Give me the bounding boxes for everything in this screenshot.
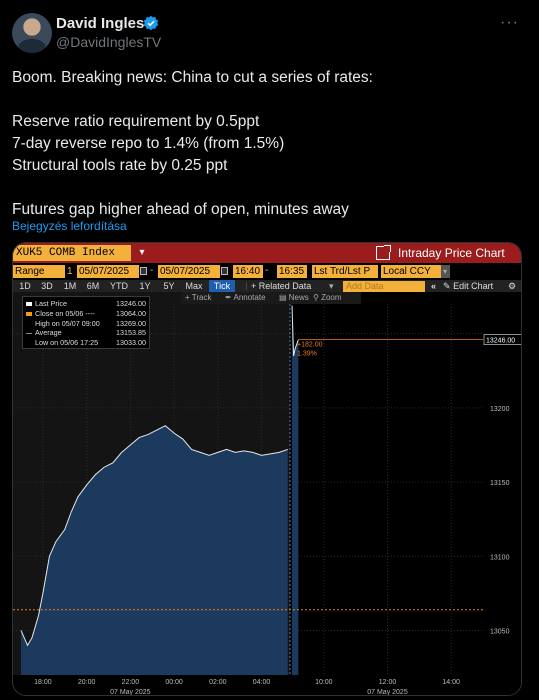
settings-gear-icon[interactable]: ⚙ xyxy=(508,281,517,291)
range-label: Range xyxy=(13,265,65,278)
y-tick-label: 13200 xyxy=(490,406,510,413)
period-ytd[interactable]: YTD xyxy=(110,281,128,291)
date-label: 07 May 2025 xyxy=(110,689,151,696)
price-chart[interactable]: +182.00 1.39% 13050 13100 13150 13200 13246.00… xyxy=(13,292,522,696)
x-tick-label: 20:00 xyxy=(78,679,96,686)
legend-row: Close on 05/06 ---- 13064.00 xyxy=(26,309,146,319)
translate-link[interactable]: Bejegyzés lefordítása xyxy=(12,219,127,233)
ticker-field[interactable]: XUK5 COMB Index xyxy=(13,245,131,261)
y-tick-label: 13100 xyxy=(490,554,510,561)
related-data-button[interactable]: + Related Data xyxy=(251,281,312,291)
range-count[interactable]: 1 xyxy=(65,265,75,278)
last-price-tag xyxy=(483,334,521,345)
last-price-tag-label: 13246.00 xyxy=(486,338,515,345)
price-line-open xyxy=(291,305,299,357)
x-tick-label: 00:00 xyxy=(165,679,183,686)
author-name[interactable]: David Ingles xyxy=(56,15,145,32)
x-tick-label: 14:00 xyxy=(442,679,460,686)
window-title: Intraday Price Chart xyxy=(398,246,505,260)
period-tick-label: Tick xyxy=(213,281,231,291)
ticker-dropdown-icon[interactable]: ▾ xyxy=(139,247,145,258)
chart-legend: Last Price 13246.00 Close on 05/06 ---- 13… xyxy=(22,296,150,349)
period-1y[interactable]: 1Y xyxy=(139,281,151,291)
add-data-input[interactable]: Add Data xyxy=(343,281,425,292)
legend-row: Low on 05/06 17:25 13033.00 xyxy=(35,338,146,348)
currency-select[interactable]: Local CCY xyxy=(381,265,441,278)
price-area xyxy=(21,425,288,675)
more-icon[interactable]: ··· xyxy=(500,14,519,31)
legend-row: Average 13153.85 xyxy=(26,328,146,338)
price-line xyxy=(20,425,288,647)
terminal-image[interactable]: XUK5 COMB Index ▾ Intraday Price Chart R… xyxy=(12,242,522,696)
tweet-body: Boom. Breaking news: China to cut a seri… xyxy=(12,67,527,221)
period-1m[interactable]: 1M xyxy=(63,281,77,291)
calendar-icon[interactable] xyxy=(140,267,147,275)
time-end-input[interactable]: 16:35 xyxy=(277,265,307,278)
y-tick-label: 13050 xyxy=(490,628,510,635)
tweet-line: Futures gap higher ahead of open, minute… xyxy=(12,201,349,218)
price-field-select[interactable]: Lst Trd/Lst P xyxy=(312,265,378,278)
annotate-tool[interactable]: ✒ Annotate xyxy=(225,293,266,302)
edit-chart-label: Edit Chart xyxy=(453,281,494,291)
x-tick-label: 04:00 xyxy=(253,679,271,686)
period-6m[interactable]: 6M xyxy=(86,281,100,291)
popout-icon[interactable] xyxy=(376,245,391,260)
edit-chart-icon: ✎ xyxy=(443,281,451,291)
legend-row: Last Price 13246.00 xyxy=(26,299,146,309)
date-label: 07 May 2025 xyxy=(367,689,408,696)
author-handle[interactable]: @DavidInglesTV xyxy=(56,34,162,50)
price-area-open xyxy=(292,305,299,675)
chart-tools-bar: + Track ✒ Annotate ▤ News ⚲ Zoom xyxy=(181,292,361,304)
zoom-tool[interactable]: ⚲ Zoom xyxy=(313,293,342,302)
x-tick-label: 18:00 xyxy=(34,679,52,686)
verified-badge-icon xyxy=(143,15,159,31)
legend-row: High on 05/07 09:00 13269.00 xyxy=(35,318,146,328)
period-3d[interactable]: 3D xyxy=(41,281,53,291)
tweet-line: 7-day reverse repo to 1.4% (from 1.5%) xyxy=(12,135,285,152)
tweet-line: Reserve ratio requirement by 0.5ppt xyxy=(12,113,260,130)
period-5y[interactable]: 5Y xyxy=(163,281,175,291)
period-1d[interactable]: 1D xyxy=(19,281,31,291)
collapse-icon[interactable]: « xyxy=(431,281,437,291)
range-end-input[interactable]: 05/07/2025 xyxy=(158,265,220,278)
tweet-line: Boom. Breaking news: China to cut a seri… xyxy=(12,69,373,86)
track-tool[interactable]: + Track xyxy=(185,293,212,302)
range-bar: Range 1 05/07/2025 - 05/07/2025 16:40 - … xyxy=(13,264,521,279)
news-tool[interactable]: ▤ News xyxy=(279,293,309,302)
period-toolbar: 1D 3D 1M 6M YTD 1Y 5Y Max Tick ▼ + Relat… xyxy=(13,280,521,303)
terminal-title-bar: XUK5 COMB Index ▾ Intraday Price Chart xyxy=(13,243,521,263)
x-tick-label: 22:00 xyxy=(122,679,140,686)
time-start-input[interactable]: 16:40 xyxy=(233,265,263,278)
x-tick-label: 02:00 xyxy=(209,679,227,686)
y-axis-panel xyxy=(483,292,521,695)
tweet-line: Structural tools rate by 0.25 ppt xyxy=(12,157,228,174)
currency-dropdown-icon[interactable]: ▾ xyxy=(441,265,450,278)
change-percent: 1.39% xyxy=(297,351,317,358)
period-max[interactable]: Max xyxy=(185,281,203,291)
y-tick-label: 13150 xyxy=(490,480,510,487)
calendar-icon[interactable] xyxy=(221,267,228,275)
range-start-input[interactable]: 05/07/2025 xyxy=(77,265,139,278)
period-tick[interactable]: Tick ▼ xyxy=(209,280,235,303)
range-dash: - xyxy=(150,265,154,276)
time-dash: - xyxy=(265,265,269,276)
change-absolute: +182.00 xyxy=(297,342,323,349)
related-data-dropdown-icon[interactable]: ▾ xyxy=(329,281,334,291)
author-avatar[interactable] xyxy=(12,13,52,53)
edit-chart-button[interactable]: ✎ Edit Chart xyxy=(443,280,493,292)
x-tick-label: 12:00 xyxy=(379,679,397,686)
x-tick-label: 10:00 xyxy=(315,679,333,686)
